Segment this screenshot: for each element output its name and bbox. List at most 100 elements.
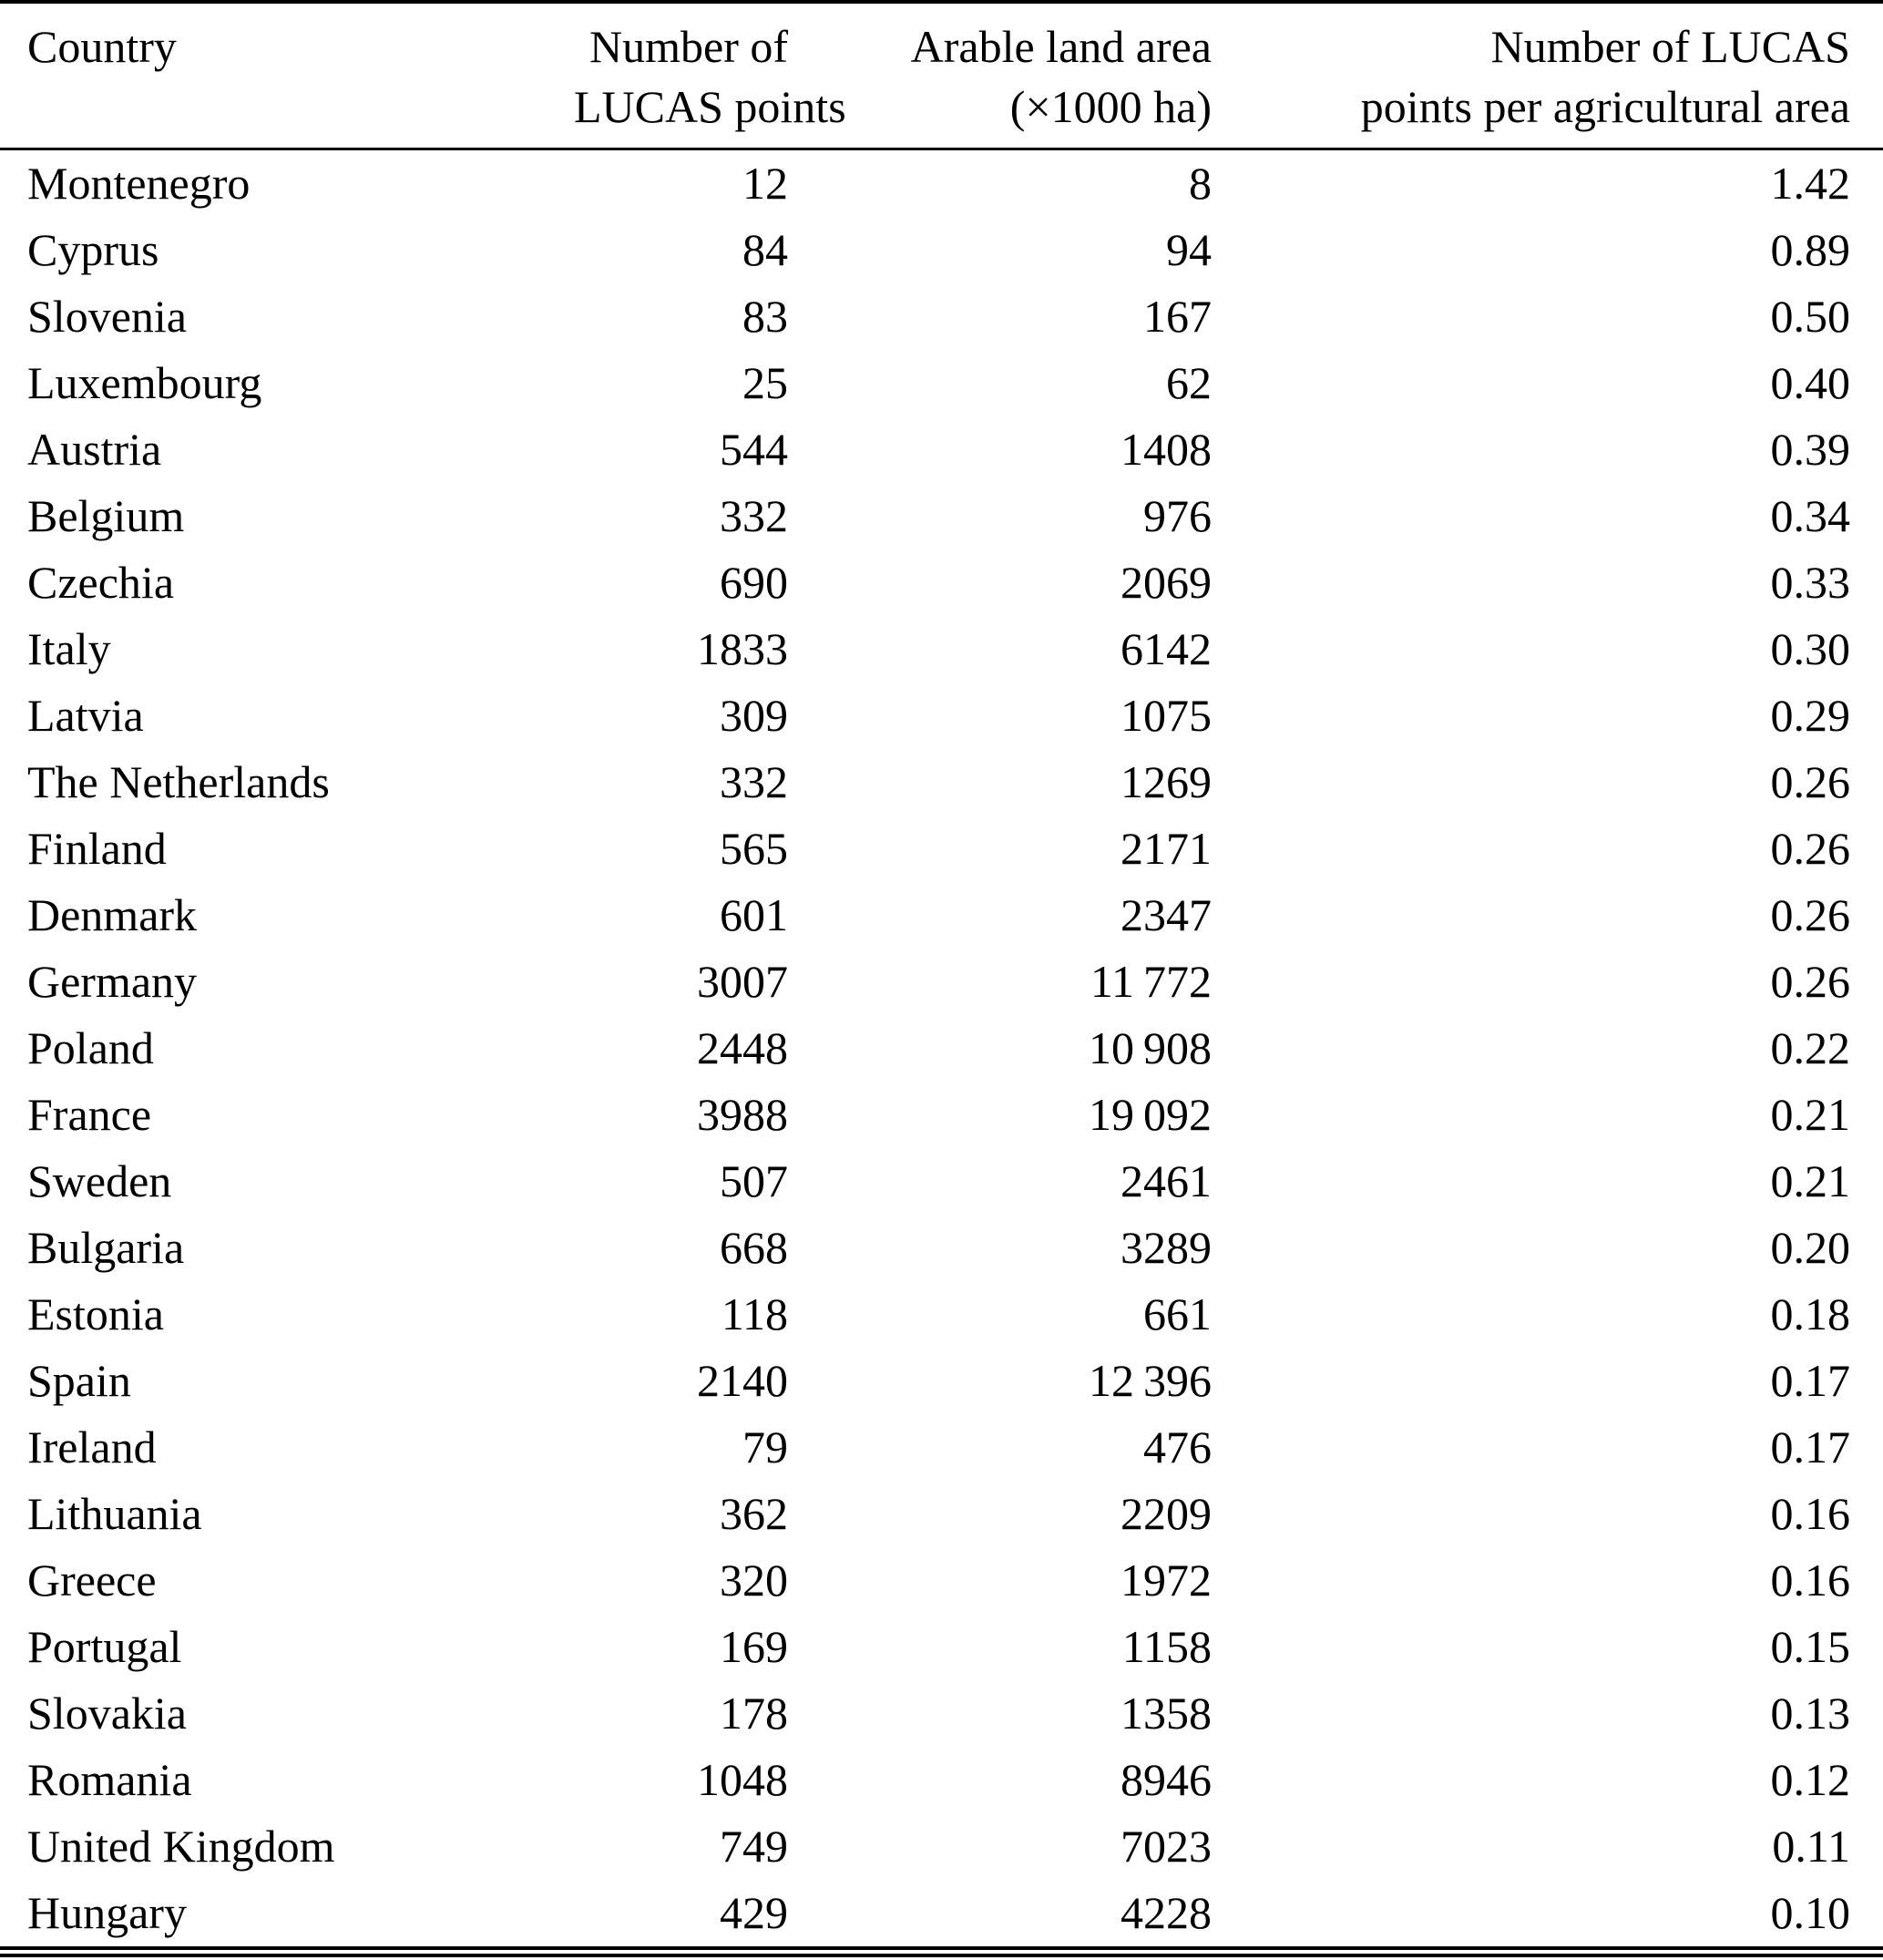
value-cell-points-per-agricultural-area: 0.16 xyxy=(1770,1488,1851,1539)
table-header: Country Number of LUCAS points Arable land … xyxy=(0,2,1883,149)
table-row: Denmark 601 2347 0.26 xyxy=(0,882,1883,949)
table-row: Belgium 332 976 0.34 xyxy=(0,483,1883,549)
table-row: Luxembourg 25 62 0.40 xyxy=(0,350,1883,416)
value-cell-arable-land-area: 2461 xyxy=(1121,1155,1212,1206)
value-cell-points-per-agricultural-area: 0.11 xyxy=(1772,1821,1850,1872)
value-cell-arable-land-area: 8 xyxy=(1189,158,1212,209)
country-cell: Italy xyxy=(27,623,111,674)
value-cell-points-per-agricultural-area: 0.21 xyxy=(1770,1089,1851,1140)
value-cell-lucas-points: 84 xyxy=(742,224,788,275)
column-header-lucas-points: Number of LUCAS points xyxy=(574,2,846,149)
value-cell-lucas-points: 320 xyxy=(720,1555,788,1606)
table-row: Portugal 169 1158 0.15 xyxy=(0,1614,1883,1680)
column-header-line: (×1000 ha) xyxy=(1009,81,1212,132)
table-row: Slovakia 178 1358 0.13 xyxy=(0,1680,1883,1747)
value-cell-lucas-points: 332 xyxy=(720,756,788,807)
value-cell-points-per-agricultural-area: 0.16 xyxy=(1770,1555,1851,1606)
value-cell-lucas-points: 332 xyxy=(720,490,788,541)
value-cell-arable-land-area: 1358 xyxy=(1121,1688,1212,1739)
value-cell-lucas-points: 565 xyxy=(720,823,788,874)
country-cell: Denmark xyxy=(27,889,198,940)
value-cell-arable-land-area: 1158 xyxy=(1121,1621,1212,1672)
value-cell-lucas-points: 169 xyxy=(720,1621,788,1672)
country-cell: Lithuania xyxy=(27,1488,202,1539)
column-header-line: Number of xyxy=(589,21,788,72)
table-row: Germany 3007 11 772 0.26 xyxy=(0,949,1883,1015)
country-cell: France xyxy=(27,1089,152,1140)
country-cell: Spain xyxy=(27,1355,131,1406)
table-row: Estonia 118 661 0.18 xyxy=(0,1281,1883,1348)
table-row: Hungary 429 4228 0.10 xyxy=(0,1880,1883,1952)
value-cell-arable-land-area: 1075 xyxy=(1121,690,1212,741)
table-row: The Netherlands 332 1269 0.26 xyxy=(0,749,1883,816)
country-cell: Germany xyxy=(27,956,198,1007)
country-cell: Latvia xyxy=(27,690,144,741)
country-cell: Poland xyxy=(27,1022,154,1073)
value-cell-arable-land-area: 2171 xyxy=(1121,823,1212,874)
value-cell-arable-land-area: 661 xyxy=(1143,1288,1212,1339)
value-cell-lucas-points: 3988 xyxy=(697,1089,788,1140)
table-row: Ireland 79 476 0.17 xyxy=(0,1414,1883,1481)
value-cell-arable-land-area: 62 xyxy=(1166,357,1212,408)
country-cell: United Kingdom xyxy=(27,1821,335,1872)
value-cell-arable-land-area: 976 xyxy=(1143,490,1212,541)
value-cell-points-per-agricultural-area: 0.29 xyxy=(1770,690,1851,741)
country-cell: Ireland xyxy=(27,1421,157,1473)
column-header-arable-land-area: Arable land area (×1000 ha) xyxy=(788,2,1212,149)
value-cell-arable-land-area: 19 092 xyxy=(1088,1089,1212,1140)
value-cell-arable-land-area: 2347 xyxy=(1121,889,1212,940)
value-cell-lucas-points: 601 xyxy=(720,889,788,940)
column-header-line: Country xyxy=(27,21,177,72)
value-cell-points-per-agricultural-area: 0.26 xyxy=(1770,823,1851,874)
value-cell-points-per-agricultural-area: 0.40 xyxy=(1770,357,1851,408)
table-row: Cyprus 84 94 0.89 xyxy=(0,217,1883,283)
table-row: Sweden 507 2461 0.21 xyxy=(0,1148,1883,1215)
column-header-line: Arable land area xyxy=(910,21,1212,72)
table-row: Poland 2448 10 908 0.22 xyxy=(0,1015,1883,1082)
value-cell-arable-land-area: 3289 xyxy=(1121,1222,1212,1273)
table-row: Greece 320 1972 0.16 xyxy=(0,1547,1883,1614)
value-cell-lucas-points: 3007 xyxy=(697,956,788,1007)
value-cell-lucas-points: 668 xyxy=(720,1222,788,1273)
value-cell-points-per-agricultural-area: 0.21 xyxy=(1770,1155,1851,1206)
value-cell-arable-land-area: 2209 xyxy=(1121,1488,1212,1539)
country-cell: The Netherlands xyxy=(27,756,330,807)
value-cell-points-per-agricultural-area: 0.26 xyxy=(1770,756,1851,807)
value-cell-points-per-agricultural-area: 0.50 xyxy=(1770,291,1851,342)
country-cell: Greece xyxy=(27,1555,157,1606)
value-cell-points-per-agricultural-area: 0.17 xyxy=(1770,1421,1851,1473)
value-cell-arable-land-area: 7023 xyxy=(1121,1821,1212,1872)
value-cell-lucas-points: 2448 xyxy=(697,1022,788,1073)
country-cell: Slovakia xyxy=(27,1688,187,1739)
value-cell-arable-land-area: 2069 xyxy=(1121,557,1212,608)
value-cell-lucas-points: 309 xyxy=(720,690,788,741)
table-row: Lithuania 362 2209 0.16 xyxy=(0,1481,1883,1547)
value-cell-points-per-agricultural-area: 0.33 xyxy=(1770,557,1851,608)
value-cell-lucas-points: 544 xyxy=(720,424,788,475)
column-header-line: Number of LUCAS xyxy=(1490,21,1850,72)
country-cell: Montenegro xyxy=(27,158,251,209)
header-row: Country Number of LUCAS points Arable land … xyxy=(0,2,1883,149)
table-row: Bulgaria 668 3289 0.20 xyxy=(0,1215,1883,1281)
value-cell-lucas-points: 1048 xyxy=(697,1754,788,1805)
column-header-line: LUCAS points xyxy=(574,81,846,132)
country-cell: Cyprus xyxy=(27,224,159,275)
value-cell-points-per-agricultural-area: 0.17 xyxy=(1770,1355,1851,1406)
country-cell: Slovenia xyxy=(27,291,187,342)
value-cell-lucas-points: 79 xyxy=(742,1421,788,1473)
value-cell-arable-land-area: 10 908 xyxy=(1088,1022,1212,1073)
value-cell-points-per-agricultural-area: 0.30 xyxy=(1770,623,1851,674)
table-row: Romania 1048 8946 0.12 xyxy=(0,1747,1883,1813)
value-cell-points-per-agricultural-area: 0.10 xyxy=(1770,1887,1851,1938)
table-body: Montenegro 12 8 1.42 Cyprus 84 94 0.89 Slovenia 8… xyxy=(0,149,1883,1953)
value-cell-lucas-points: 749 xyxy=(720,1821,788,1872)
table-row: Slovenia 83 167 0.50 xyxy=(0,283,1883,350)
value-cell-lucas-points: 12 xyxy=(742,158,788,209)
country-cell: Bulgaria xyxy=(27,1222,185,1273)
value-cell-arable-land-area: 476 xyxy=(1143,1421,1212,1473)
value-cell-points-per-agricultural-area: 0.20 xyxy=(1770,1222,1851,1273)
value-cell-arable-land-area: 1408 xyxy=(1121,424,1212,475)
value-cell-points-per-agricultural-area: 0.39 xyxy=(1770,424,1851,475)
